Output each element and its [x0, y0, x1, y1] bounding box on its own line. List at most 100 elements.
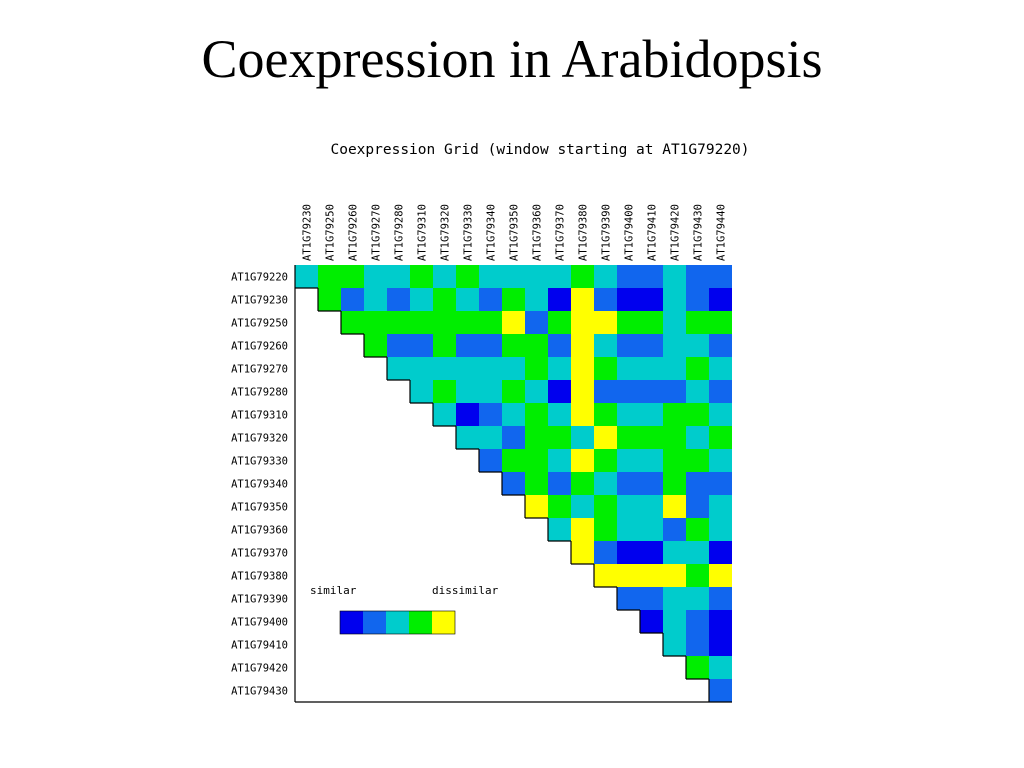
- heatmap-cell: [433, 288, 456, 311]
- heatmap-cell: [663, 472, 686, 495]
- row-label: AT1G79390: [231, 594, 288, 606]
- heatmap-cell: [594, 426, 617, 449]
- heatmap-cell: [617, 541, 640, 564]
- row-label: AT1G79280: [231, 387, 288, 399]
- heatmap-cell: [341, 265, 364, 288]
- heatmap-cell: [594, 357, 617, 380]
- heatmap-cell: [594, 472, 617, 495]
- heatmap-cell: [640, 357, 663, 380]
- heatmap-cell: [709, 357, 732, 380]
- heatmap-cell: [548, 426, 571, 449]
- heatmap-cell: [640, 380, 663, 403]
- heatmap-cell: [479, 449, 502, 472]
- row-label: AT1G79320: [231, 433, 288, 445]
- heatmap-cell: [548, 403, 571, 426]
- heatmap-cell: [594, 288, 617, 311]
- row-label: AT1G79310: [231, 410, 288, 422]
- legend-swatch: [363, 611, 386, 634]
- heatmap-cell: [709, 426, 732, 449]
- row-label: AT1G79230: [231, 295, 288, 307]
- heatmap-cell: [709, 633, 732, 656]
- column-label: AT1G79230: [302, 204, 314, 261]
- row-label: AT1G79380: [231, 571, 288, 583]
- legend-swatch: [409, 611, 432, 634]
- row-label: AT1G79250: [231, 318, 288, 330]
- heatmap-cell: [525, 334, 548, 357]
- heatmap-cell: [709, 541, 732, 564]
- heatmap-cell: [686, 564, 709, 587]
- heatmap-cell: [456, 288, 479, 311]
- heatmap-cell: [617, 564, 640, 587]
- heatmap-cell: [594, 403, 617, 426]
- heatmap-cell: [410, 357, 433, 380]
- heatmap-cell: [617, 357, 640, 380]
- heatmap-cell: [686, 472, 709, 495]
- heatmap-cell: [640, 472, 663, 495]
- heatmap-cell: [548, 265, 571, 288]
- heatmap-cell: [663, 288, 686, 311]
- heatmap-cell: [686, 265, 709, 288]
- column-label: AT1G79410: [647, 204, 659, 261]
- heatmap-cell: [686, 426, 709, 449]
- heatmap-cell: [686, 518, 709, 541]
- heatmap-cell: [640, 541, 663, 564]
- heatmap-cell: [387, 265, 410, 288]
- column-label: AT1G79310: [417, 204, 429, 261]
- heatmap-cell: [433, 357, 456, 380]
- heatmap-cell: [525, 495, 548, 518]
- column-label: AT1G79430: [693, 204, 705, 261]
- heatmap-cell: [686, 288, 709, 311]
- legend-outline: [339, 610, 456, 635]
- heatmap-cell: [571, 472, 594, 495]
- column-labels: AT1G79230 AT1G79250 AT1G79260 AT1G79270 AT1G…: [302, 204, 728, 261]
- heatmap-cell: [617, 587, 640, 610]
- heatmap-cell: [502, 357, 525, 380]
- column-label: AT1G79320: [440, 204, 452, 261]
- heatmap-cell: [686, 656, 709, 679]
- heatmap-cell: [663, 426, 686, 449]
- heatmap-cell: [709, 288, 732, 311]
- heatmap-cell: [709, 449, 732, 472]
- heatmap-cell: [433, 265, 456, 288]
- heatmap-cell: [387, 288, 410, 311]
- heatmap-cell: [364, 265, 387, 288]
- heatmap-cell: [686, 610, 709, 633]
- heatmap-cell: [594, 265, 617, 288]
- heatmap-cell: [318, 265, 341, 288]
- heatmap-cell: [640, 288, 663, 311]
- heatmap-cell: [709, 472, 732, 495]
- column-label: AT1G79250: [325, 204, 337, 261]
- heatmap-cell: [640, 610, 663, 633]
- heatmap-cell: [709, 564, 732, 587]
- heatmap-cell: [686, 449, 709, 472]
- heatmap-cell: [433, 334, 456, 357]
- column-label: AT1G79390: [601, 204, 613, 261]
- heatmap-cell: [594, 449, 617, 472]
- heatmap-cell: [617, 265, 640, 288]
- legend-swatch: [386, 611, 409, 634]
- heatmap-cell: [709, 380, 732, 403]
- legend-low-label: similar: [310, 584, 357, 597]
- row-label: AT1G79260: [231, 341, 288, 353]
- heatmap-cell: [640, 334, 663, 357]
- column-label: AT1G79350: [509, 204, 521, 261]
- row-labels: AT1G79220 AT1G79230 AT1G79250 AT1G79260 AT1G…: [231, 272, 288, 698]
- heatmap-cell: [502, 472, 525, 495]
- heatmap-cell: [410, 311, 433, 334]
- heatmap-cell: [594, 541, 617, 564]
- heatmap-cell: [456, 426, 479, 449]
- heatmap-cell: [479, 357, 502, 380]
- heatmap-cell: [640, 426, 663, 449]
- heatmap-cell: [594, 380, 617, 403]
- heatmap-cell: [571, 288, 594, 311]
- heatmap-cell: [617, 472, 640, 495]
- heatmap-cell: [525, 357, 548, 380]
- column-label: AT1G79280: [394, 204, 406, 261]
- heatmap-cell: [709, 679, 732, 702]
- heatmap-cell: [387, 311, 410, 334]
- grid-frame: [294, 265, 732, 703]
- heatmap-cell: [709, 311, 732, 334]
- heatmap-cell: [410, 288, 433, 311]
- heatmap-cell: [410, 334, 433, 357]
